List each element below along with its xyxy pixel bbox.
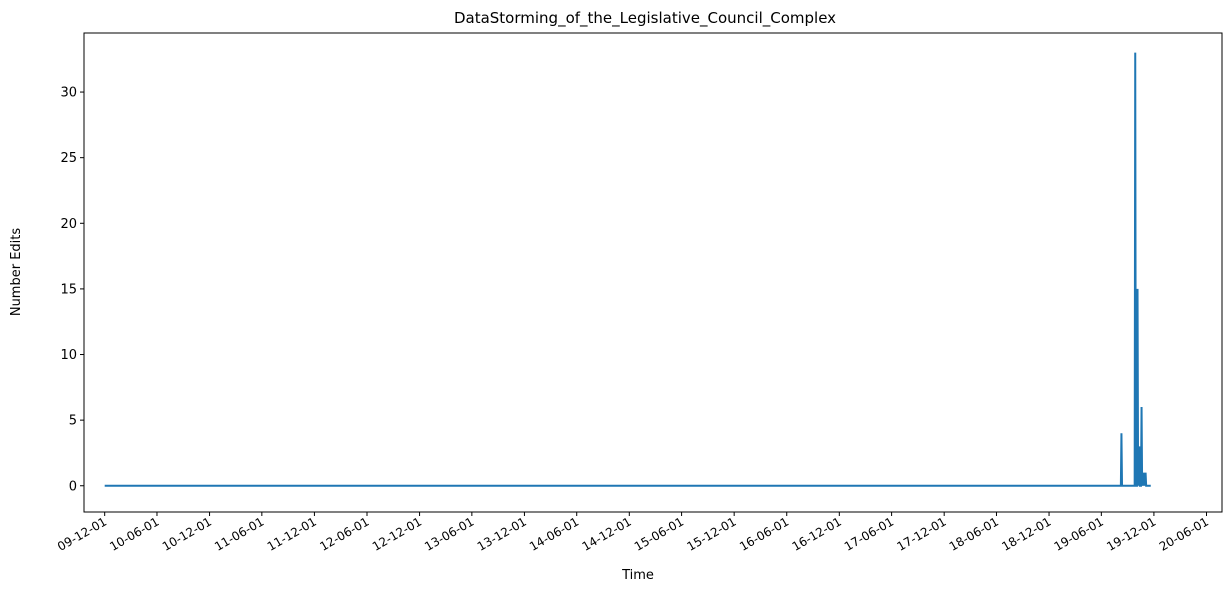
y-tick-label: 0 (69, 479, 77, 494)
x-tick-label: 10-12-01 (160, 514, 214, 553)
series-line (104, 52, 1151, 487)
x-tick-label: 20-06-01 (1157, 514, 1211, 553)
x-tick-label: 19-12-01 (1104, 514, 1158, 553)
y-tick-label: 20 (60, 217, 77, 232)
x-tick-label: 19-06-01 (1052, 514, 1106, 553)
x-axis: 09-12-0110-06-0110-12-0111-06-0111-12-01… (55, 512, 1211, 554)
x-tick-label: 14-06-01 (527, 514, 581, 553)
y-tick-label: 30 (60, 86, 77, 101)
y-axis: 0 5 10 15 20 25 30 (60, 86, 84, 494)
x-tick-label: 11-06-01 (212, 514, 266, 553)
x-tick-label: 15-12-01 (684, 514, 738, 553)
x-tick-label: 13-06-01 (422, 514, 476, 553)
x-tick-label: 14-12-01 (580, 514, 634, 553)
x-axis-label: Time (621, 568, 654, 583)
x-tick-label: 10-06-01 (107, 514, 161, 553)
x-tick-label: 13-12-01 (475, 514, 529, 553)
y-tick-label: 5 (69, 414, 77, 429)
y-tick-label: 10 (60, 348, 77, 363)
x-tick-label: 09-12-01 (55, 514, 109, 553)
x-tick-label: 16-06-01 (737, 514, 791, 553)
x-tick-label: 18-06-01 (947, 514, 1001, 553)
x-tick-label: 17-12-01 (895, 514, 949, 553)
y-tick-label: 15 (60, 282, 77, 297)
x-tick-label: 11-12-01 (265, 514, 319, 553)
plot-area (83, 32, 1223, 513)
x-tick-label: 12-12-01 (370, 514, 424, 553)
x-tick-label: 18-12-01 (999, 514, 1053, 553)
series-layer (104, 52, 1151, 487)
x-tick-label: 17-06-01 (842, 514, 896, 553)
y-axis-label: Number Edits (9, 228, 24, 317)
chart-title: DataStorming_of_the_Legislative_Council_… (454, 9, 836, 28)
x-tick-label: 16-12-01 (790, 514, 844, 553)
y-tick-label: 25 (60, 151, 77, 166)
x-tick-label: 15-06-01 (632, 514, 686, 553)
x-tick-label: 12-06-01 (317, 514, 371, 553)
